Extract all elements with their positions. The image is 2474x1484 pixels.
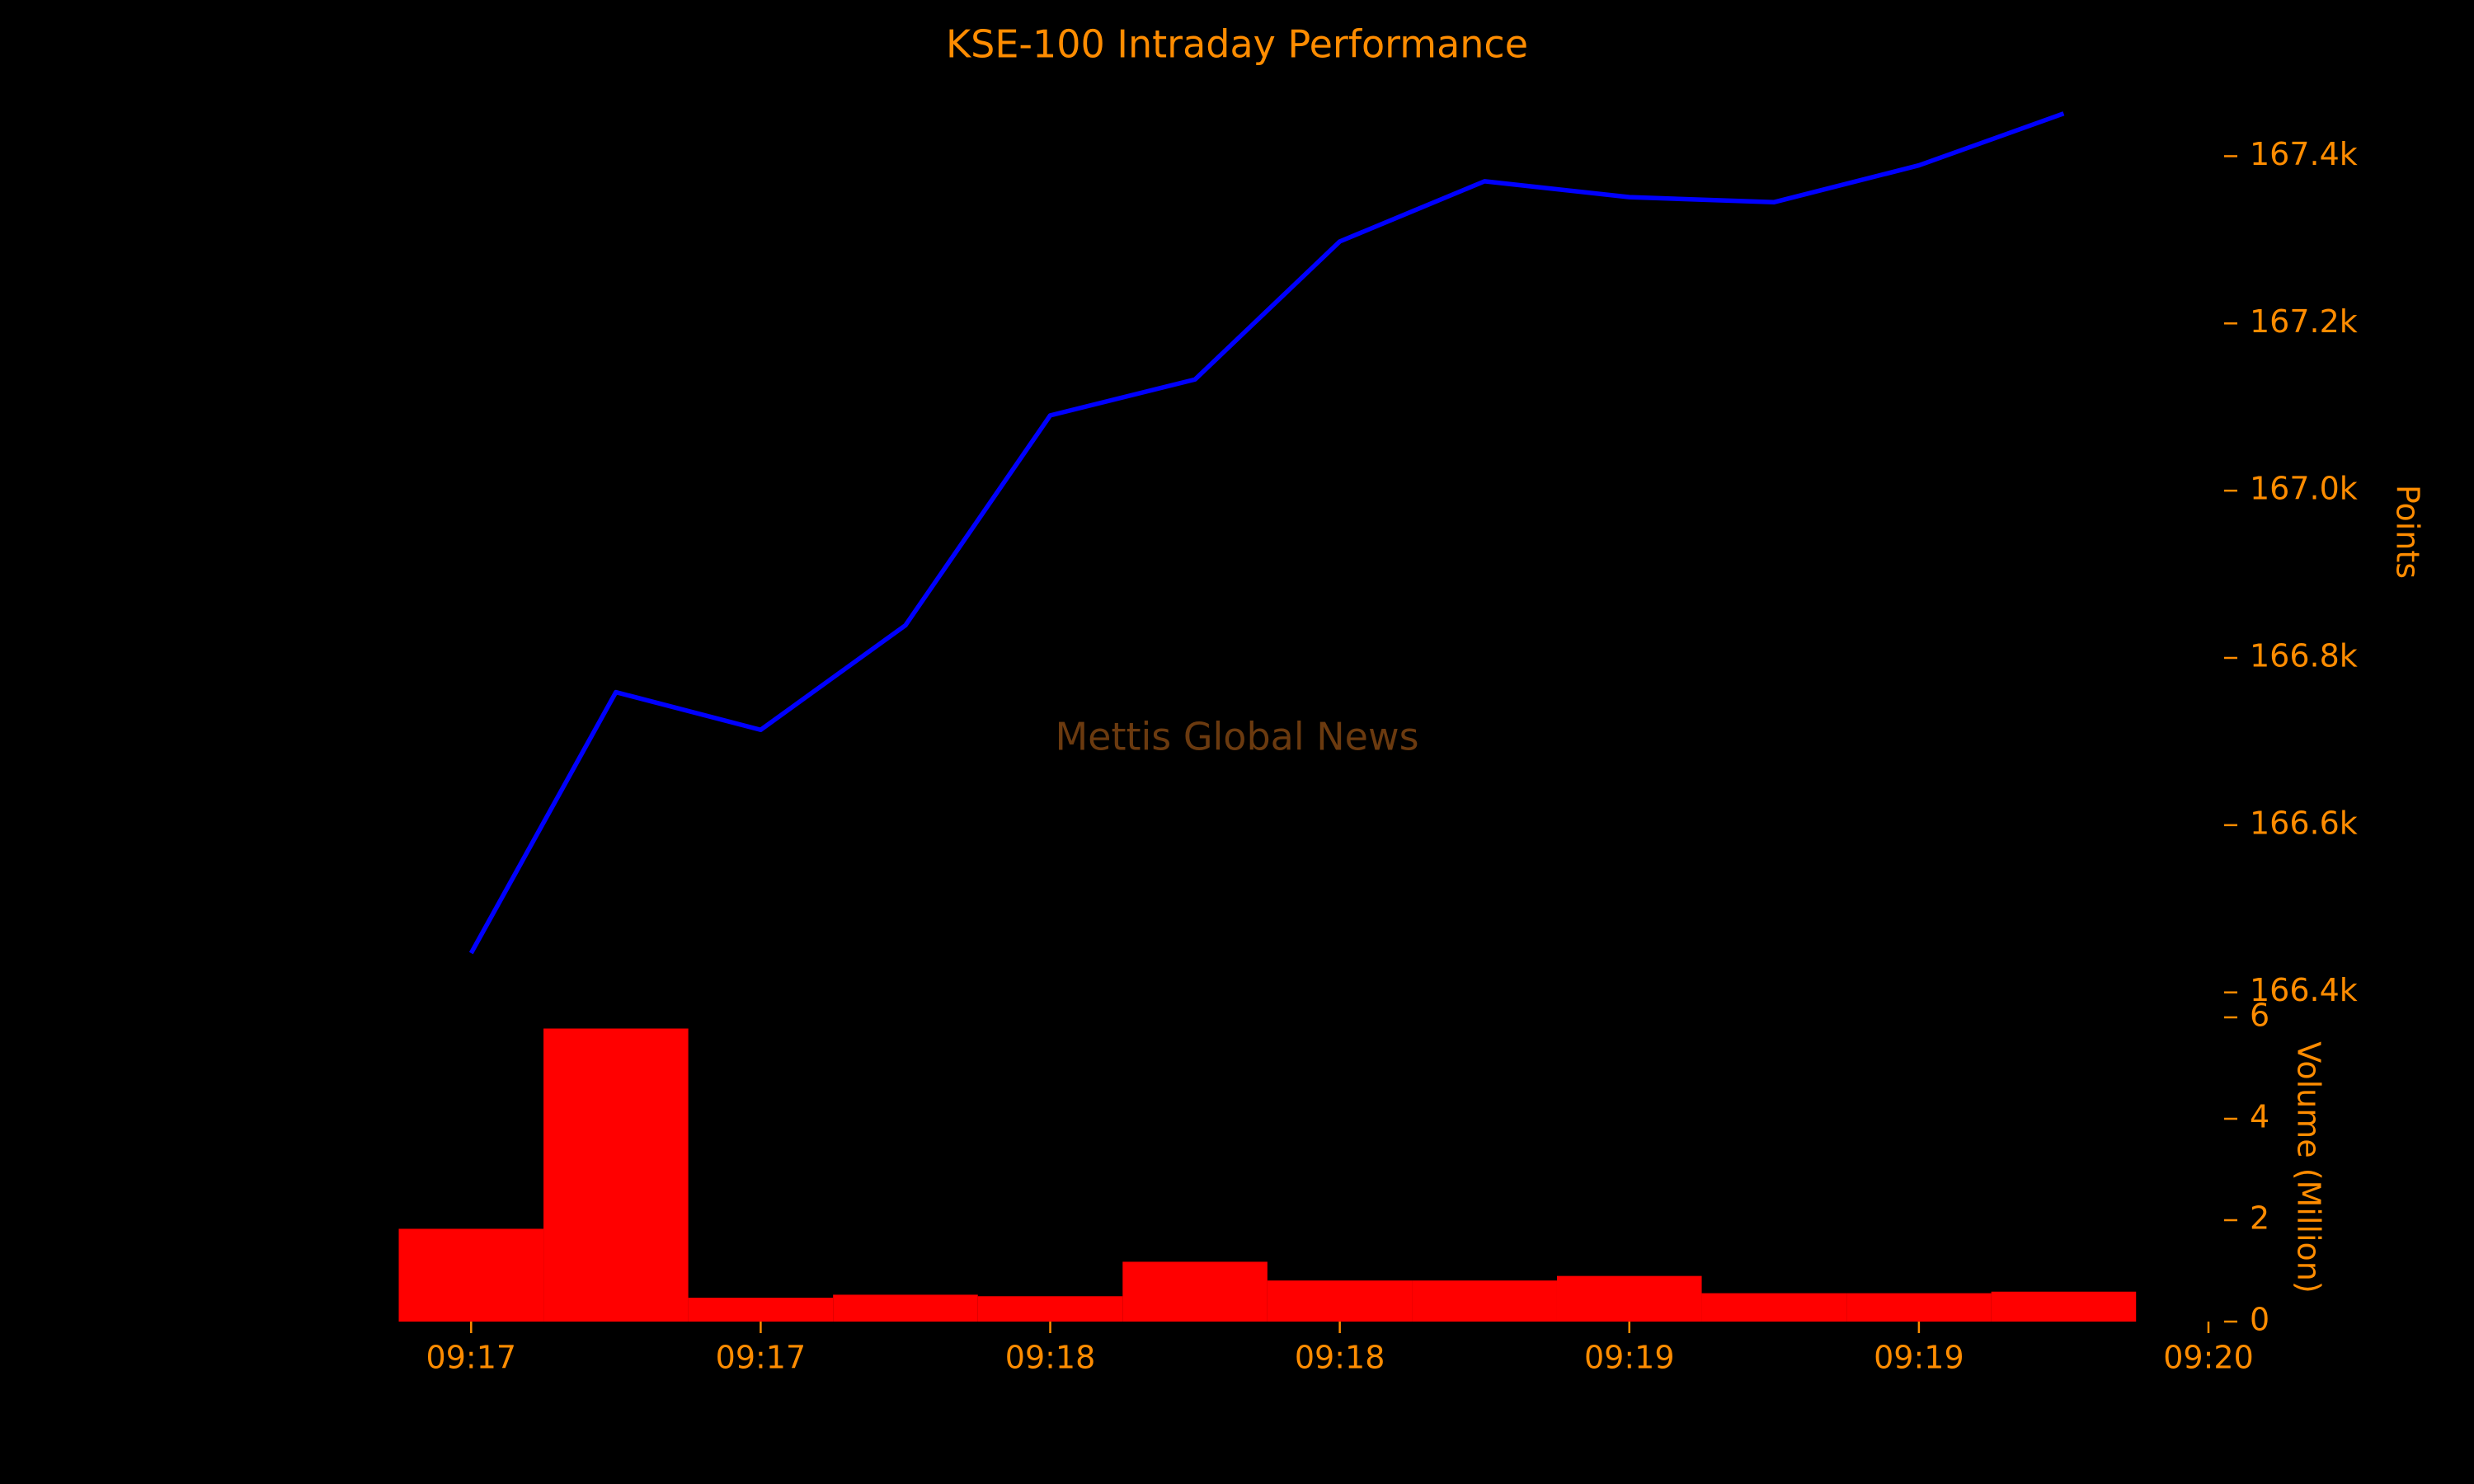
bar [1846, 1293, 1992, 1322]
bar [543, 1028, 689, 1322]
bar [977, 1296, 1123, 1322]
x-tick-label: 09:17 [426, 1340, 517, 1376]
x-tick-label: 09:19 [1874, 1340, 1964, 1376]
chart-title: KSE-100 Intraday Performance [946, 22, 1528, 67]
x-tick-label: 09:18 [1295, 1340, 1385, 1376]
y-tick-label: 4 [2250, 1099, 2269, 1135]
line [468, 111, 2065, 955]
y-tick-label: 0 [2250, 1302, 2269, 1338]
x-tick-label: 09:19 [1584, 1340, 1675, 1376]
bar [1991, 1291, 2137, 1322]
x-tick-label: 09:17 [716, 1340, 807, 1376]
y-tick-label: 166.4k [2250, 972, 2358, 1008]
bar [833, 1294, 978, 1322]
y-axis-label: Volume (Million) [2291, 1041, 2327, 1293]
y-tick-label: 167.0k [2250, 471, 2358, 507]
x-tick-label: 09:18 [1005, 1340, 1096, 1376]
y-tick-label: 2 [2250, 1200, 2269, 1237]
y-tick-label: 6 [2250, 998, 2269, 1034]
bar [1556, 1275, 1702, 1322]
watermark: Mettis Global News [1055, 715, 1418, 759]
bar [1701, 1293, 1847, 1322]
bar [398, 1228, 544, 1322]
y-tick-label: 166.6k [2250, 805, 2358, 841]
bar [688, 1298, 834, 1322]
y-axis-label: Points [2390, 485, 2426, 579]
bar [1267, 1280, 1413, 1322]
x-tick-label: 09:20 [2163, 1340, 2254, 1376]
y-tick-label: 167.2k [2250, 303, 2358, 340]
bar [1412, 1280, 1557, 1322]
y-tick-label: 167.4k [2250, 136, 2358, 172]
y-tick-label: 166.8k [2250, 638, 2358, 674]
bar [1122, 1261, 1268, 1322]
